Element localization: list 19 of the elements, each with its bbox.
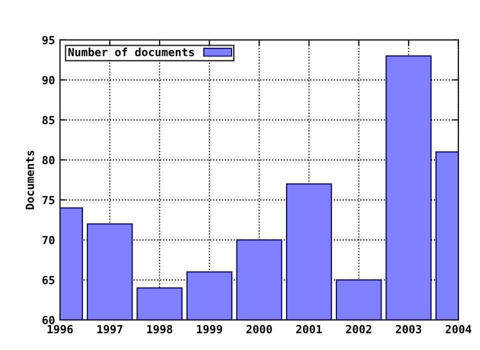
y-tick-label: 90 xyxy=(42,76,54,84)
y-tick-label: 75 xyxy=(42,196,54,204)
x-tick-label: 2003 xyxy=(396,324,422,334)
x-tick-label: 2002 xyxy=(346,324,372,334)
y-tick-label: 80 xyxy=(42,156,54,164)
y-tick-label: 95 xyxy=(42,36,54,44)
x-tick-label: 1998 xyxy=(147,324,172,334)
x-tick-label: 2000 xyxy=(246,324,272,334)
legend-label: Number of documents xyxy=(68,48,194,56)
y-tick-label: 70 xyxy=(42,236,54,244)
x-tick-label: 1996 xyxy=(48,324,73,334)
x-tick-label: 2001 xyxy=(296,324,322,334)
x-tick-label: 1999 xyxy=(197,325,222,334)
y-tick-label: 65 xyxy=(42,276,54,284)
y-axis-title: Documents xyxy=(26,150,34,210)
y-tick-label: 60 xyxy=(42,316,54,324)
x-tick-label: 2004 xyxy=(446,324,472,334)
y-tick-label: 85 xyxy=(42,116,54,124)
x-tick-label: 1997 xyxy=(97,325,122,334)
